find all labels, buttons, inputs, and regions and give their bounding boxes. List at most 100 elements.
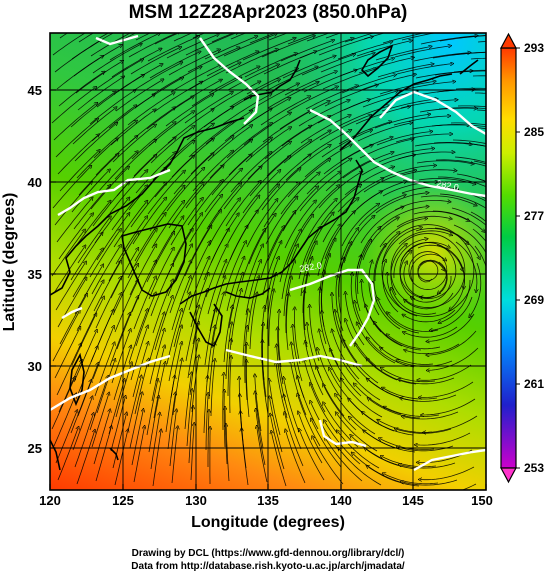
- streamline: [359, 139, 413, 159]
- streamline: [187, 181, 222, 226]
- streamline: [385, 407, 440, 417]
- streamline: [246, 200, 277, 248]
- streamline: [190, 424, 194, 481]
- streamline: [428, 347, 479, 370]
- streamline: [52, 33, 86, 56]
- streamline: [472, 75, 486, 77]
- y-axis-label: Latitude (degrees): [1, 193, 18, 332]
- streamline: [78, 298, 104, 349]
- streamline: [128, 310, 147, 364]
- y-tick-label: 30: [28, 359, 42, 374]
- streamline: [187, 323, 199, 379]
- streamline: [286, 431, 306, 484]
- streamline: [410, 253, 446, 283]
- streamline: [56, 56, 102, 90]
- colorbar-min-arrow: [499, 467, 518, 484]
- streamline: [323, 385, 357, 431]
- streamline: [382, 368, 436, 383]
- streamline: [204, 37, 256, 60]
- streamline: [91, 246, 120, 295]
- streamline: [403, 411, 459, 420]
- streamline: [135, 294, 155, 347]
- streamline: [380, 165, 435, 180]
- streamline: [393, 116, 449, 126]
- streamline: [227, 196, 259, 244]
- streamline: [472, 228, 486, 243]
- streamline: [310, 384, 338, 434]
- streamline: [171, 427, 178, 484]
- streamline: [416, 432, 471, 445]
- streamline: [205, 394, 208, 451]
- streamline: [208, 67, 259, 94]
- streamline: [310, 306, 320, 362]
- streamline: [133, 277, 156, 330]
- streamline: [168, 326, 182, 382]
- streamline: [287, 160, 329, 198]
- streamline: [284, 396, 302, 450]
- streamline: [363, 413, 414, 436]
- streamline: [173, 154, 213, 195]
- streamline: [340, 137, 392, 162]
- streamline: [377, 207, 428, 231]
- streamline: [357, 123, 411, 142]
- streamline: [129, 245, 156, 296]
- streamline: [170, 65, 220, 93]
- streamline: [255, 375, 262, 432]
- streamline: [76, 431, 95, 485]
- streamline: [246, 344, 247, 401]
- streamline: [470, 262, 482, 316]
- streamline: [363, 170, 415, 193]
- streamline: [261, 307, 265, 364]
- streamline: [322, 69, 375, 90]
- streamline: [70, 381, 91, 434]
- streamline: [428, 313, 475, 341]
- streamline: [210, 360, 215, 417]
- streamline: [356, 41, 411, 57]
- colorbar-max-arrow: [499, 32, 518, 49]
- streamline: [451, 207, 486, 226]
- streamline: [339, 449, 382, 486]
- streamline: [298, 100, 349, 127]
- streamline: [186, 242, 210, 294]
- streamline: [337, 431, 380, 469]
- streamline: [59, 295, 87, 345]
- colorbar-tick-label: 277: [524, 209, 544, 223]
- streamline: [56, 198, 92, 243]
- streamline: [113, 202, 147, 248]
- streamline: [222, 227, 247, 278]
- streamline: [150, 265, 173, 317]
- streamline: [420, 381, 474, 398]
- streamline: [109, 33, 159, 61]
- streamline: [242, 38, 295, 61]
- streamline: [224, 391, 225, 448]
- streamline: [474, 245, 486, 299]
- streamline: [271, 432, 287, 487]
- streamline: [364, 431, 416, 453]
- streamline: [241, 230, 265, 282]
- streamline: [396, 64, 452, 75]
- streamline: [169, 410, 176, 467]
- streamline: [93, 262, 121, 312]
- streamline: [303, 291, 308, 348]
- streamline: [416, 160, 473, 164]
- streamline: [376, 132, 431, 146]
- streamline: [185, 33, 237, 56]
- streamline: [110, 249, 138, 299]
- streamline: [282, 187, 317, 232]
- streamline: [284, 72, 336, 96]
- x-axis-label: Longitude (degrees): [191, 514, 345, 531]
- streamline: [278, 328, 284, 385]
- streamline: [351, 274, 363, 329]
- streamline: [262, 341, 267, 398]
- streamline: [51, 230, 84, 277]
- streamline: [298, 395, 321, 447]
- streamline: [453, 224, 486, 254]
- streamline: [226, 258, 244, 312]
- streamline: [59, 151, 99, 192]
- streamline: [378, 149, 433, 163]
- streamline: [73, 331, 97, 383]
- cyclone-ring: [408, 251, 448, 290]
- streamline: [223, 34, 276, 57]
- streamline: [379, 219, 426, 248]
- streamline: [283, 261, 294, 317]
